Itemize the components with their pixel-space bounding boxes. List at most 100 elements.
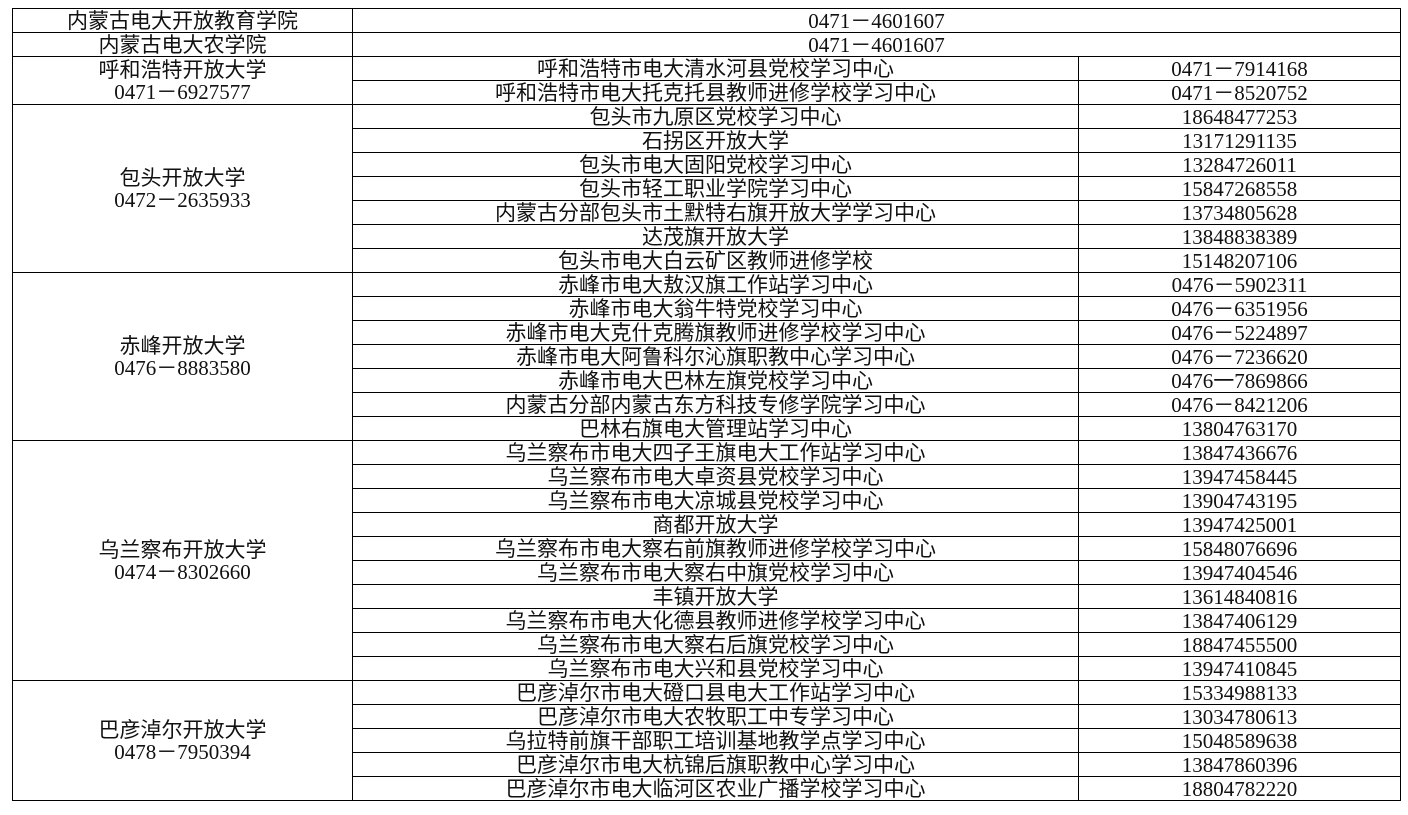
center-name: 呼和浩特市电大托克托县教师进修学校学习中心 [352, 80, 1079, 105]
table-row: 乌兰察布开放大学 0474－8302660 乌兰察布市电大四子王旗电大工作站学习中心… [12, 440, 1401, 681]
table-row: 乌兰察布市电大兴和县党校学习中心 13947410845 [13, 656, 1401, 681]
center-phone: 13614840816 [1078, 584, 1401, 609]
center-phone: 18648477253 [1078, 104, 1401, 129]
table-body: 内蒙古电大开放教育学院 0471－4601607 内蒙古电大农学院 0471－4601… [12, 8, 1401, 801]
center-name: 乌兰察布市电大察右前旗教师进修学校学习中心 [352, 536, 1079, 561]
center-name: 包头市电大白云矿区教师进修学校 [352, 248, 1079, 273]
contact-table: 内蒙古电大开放教育学院 0471－4601607 内蒙古电大农学院 0471－4601… [12, 8, 1401, 801]
center-phone: 13171291135 [1078, 128, 1401, 153]
center-phone: 15148207106 [1078, 248, 1401, 273]
center-phone: 0476－6351956 [1078, 296, 1401, 321]
center-phone: 13947410845 [1078, 656, 1401, 681]
university-phone: 0478－7950394 [114, 739, 251, 764]
center-phone: 13847406129 [1078, 608, 1401, 633]
center-name: 巴彦淖尔市电大磴口县电大工作站学习中心 [352, 680, 1079, 705]
table-row: 商都开放大学 13947425001 [13, 512, 1401, 537]
center-name: 石拐区开放大学 [352, 128, 1079, 153]
table-row: 巴彦淖尔市电大临河区农业广播学校学习中心 18804782220 [13, 776, 1401, 801]
center-name: 赤峰市电大克什克腾旗教师进修学校学习中心 [352, 320, 1079, 345]
university-name: 赤峰开放大学 [119, 333, 246, 358]
center-name: 乌兰察布市电大凉城县党校学习中心 [352, 488, 1079, 513]
center-phone: 15848076696 [1078, 536, 1401, 561]
center-phone: 13848838389 [1078, 224, 1401, 249]
center-name: 包头市轻工职业学院学习中心 [352, 176, 1079, 201]
table-row: 乌兰察布市电大化德县教师进修学校学习中心 13847406129 [13, 608, 1401, 633]
center-name: 巴林右旗电大管理站学习中心 [352, 416, 1079, 441]
university-cell: 赤峰开放大学 0476－8883580 [12, 272, 353, 441]
center-phone: 15048589638 [1078, 728, 1401, 753]
institution-name: 内蒙古电大开放教育学院 [12, 8, 353, 33]
center-name: 乌兰察布市电大察右中旗党校学习中心 [352, 560, 1079, 585]
center-phone: 0476－5902311 [1078, 272, 1401, 297]
table-row: 内蒙古电大开放教育学院 0471－4601607 [12, 8, 1401, 33]
table-row: 乌兰察布市电大察右前旗教师进修学校学习中心 15848076696 [13, 536, 1401, 561]
university-name: 乌兰察布开放大学 [98, 537, 267, 562]
university-cell: 乌兰察布开放大学 0474－8302660 [12, 440, 353, 681]
table-row: 赤峰市电大翁牛特党校学习中心 0476－6351956 [13, 296, 1401, 321]
center-name: 赤峰市电大敖汉旗工作站学习中心 [352, 272, 1079, 297]
table-row: 乌兰察布市电大凉城县党校学习中心 13904743195 [13, 488, 1401, 513]
center-phone: 15334988133 [1078, 680, 1401, 705]
table-row: 赤峰开放大学 0476－8883580 赤峰市电大敖汉旗工作站学习中心 0476－59… [12, 272, 1401, 441]
university-phone: 0474－8302660 [114, 559, 251, 584]
center-name: 丰镇开放大学 [352, 584, 1079, 609]
university-phone: 0471－6927577 [114, 79, 251, 104]
table-row: 达茂旗开放大学 13848838389 [13, 224, 1401, 249]
center-phone: 18847455500 [1078, 632, 1401, 657]
center-name: 包头市电大固阳党校学习中心 [352, 152, 1079, 177]
university-name: 包头开放大学 [119, 165, 246, 190]
center-name: 巴彦淖尔市电大农牧职工中专学习中心 [352, 704, 1079, 729]
center-phone: 13034780613 [1078, 704, 1401, 729]
center-phone: 13947458445 [1078, 464, 1401, 489]
table-row: 呼和浩特开放大学 0471－6927577 呼和浩特市电大清水河县党校学习中心 047… [12, 56, 1401, 105]
center-phone: 13804763170 [1078, 416, 1401, 441]
table-row: 内蒙古分部包头市土默特右旗开放大学学习中心 13734805628 [13, 200, 1401, 225]
center-name: 内蒙古分部包头市土默特右旗开放大学学习中心 [352, 200, 1079, 225]
table-row: 巴彦淖尔开放大学 0478－7950394 巴彦淖尔市电大磴口县电大工作站学习中心 1… [12, 680, 1401, 801]
center-name: 包头市九原区党校学习中心 [352, 104, 1079, 129]
center-phone: 13947404546 [1078, 560, 1401, 585]
center-name: 巴彦淖尔市电大杭锦后旗职教中心学习中心 [352, 752, 1079, 777]
center-phone: 13734805628 [1078, 200, 1401, 225]
center-name: 商都开放大学 [352, 512, 1079, 537]
center-name: 赤峰市电大阿鲁科尔沁旗职教中心学习中心 [352, 344, 1079, 369]
center-phone: 13847436676 [1078, 440, 1401, 465]
center-phone: 0471－7914168 [1078, 56, 1401, 81]
center-phone: 13904743195 [1078, 488, 1401, 513]
university-name: 呼和浩特开放大学 [98, 57, 267, 82]
table-row: 包头市电大固阳党校学习中心 13284726011 [13, 152, 1401, 177]
university-cell: 巴彦淖尔开放大学 0478－7950394 [12, 680, 353, 801]
center-name: 乌拉特前旗干部职工培训基地教学点学习中心 [352, 728, 1079, 753]
table-row: 乌兰察布市电大卓资县党校学习中心 13947458445 [13, 464, 1401, 489]
table-row: 呼和浩特市电大托克托县教师进修学校学习中心 0471－8520752 [13, 80, 1401, 105]
table-row: 包头市轻工职业学院学习中心 15847268558 [13, 176, 1401, 201]
institution-phone: 0471－4601607 [352, 8, 1401, 33]
center-name: 内蒙古分部内蒙古东方科技专修学院学习中心 [352, 392, 1079, 417]
table-row: 巴林右旗电大管理站学习中心 13804763170 [13, 416, 1401, 441]
university-phone: 0476－8883580 [114, 355, 251, 380]
center-phone: 13847860396 [1078, 752, 1401, 777]
institution-name: 内蒙古电大农学院 [12, 32, 353, 57]
center-phone: 0476－7236620 [1078, 344, 1401, 369]
center-phone: 15847268558 [1078, 176, 1401, 201]
center-phone: 0476一7869866 [1078, 368, 1401, 393]
center-phone: 13947425001 [1078, 512, 1401, 537]
table-row: 内蒙古分部内蒙古东方科技专修学院学习中心 0476－8421206 [13, 392, 1401, 417]
center-name: 达茂旗开放大学 [352, 224, 1079, 249]
center-phone: 13284726011 [1078, 152, 1401, 177]
center-name: 赤峰市电大巴林左旗党校学习中心 [352, 368, 1079, 393]
table-row: 包头开放大学 0472－2635933 包头市九原区党校学习中心 1864847725… [12, 104, 1401, 273]
table-row: 包头市电大白云矿区教师进修学校 15148207106 [13, 248, 1401, 273]
center-name: 巴彦淖尔市电大临河区农业广播学校学习中心 [352, 776, 1079, 801]
center-name: 乌兰察布市电大察右后旗党校学习中心 [352, 632, 1079, 657]
center-phone: 0476－5224897 [1078, 320, 1401, 345]
table-row: 赤峰市电大克什克腾旗教师进修学校学习中心 0476－5224897 [13, 320, 1401, 345]
university-cell: 包头开放大学 0472－2635933 [12, 104, 353, 273]
center-phone: 0471－8520752 [1078, 80, 1401, 105]
center-name: 乌兰察布市电大卓资县党校学习中心 [352, 464, 1079, 489]
center-name: 乌兰察布市电大兴和县党校学习中心 [352, 656, 1079, 681]
center-name: 赤峰市电大翁牛特党校学习中心 [352, 296, 1079, 321]
institution-phone: 0471－4601607 [352, 32, 1401, 57]
table-row: 赤峰市电大巴林左旗党校学习中心 0476一7869866 [13, 368, 1401, 393]
